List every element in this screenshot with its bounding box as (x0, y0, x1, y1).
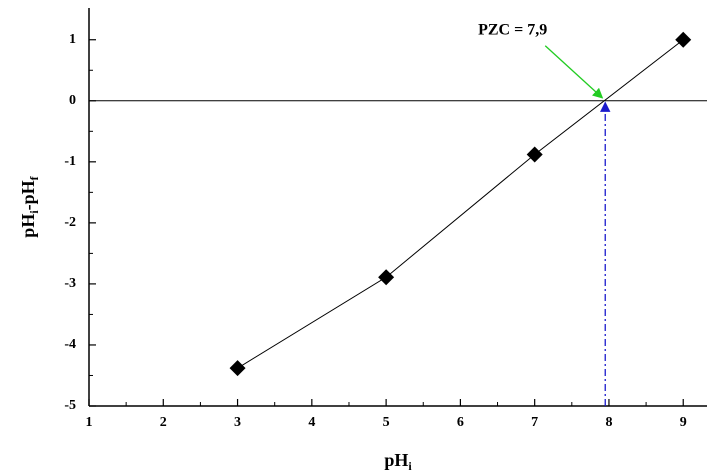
y-label-part: -pH (18, 180, 38, 210)
x-tick-label: 3 (234, 415, 241, 430)
marker (526, 146, 543, 163)
marker (378, 269, 395, 286)
x-tick-label: 5 (383, 415, 390, 430)
plot-area: 1 2 3 4 5 6 7 8 9 -5 -4 -3 -2 -1 0 1 PZC = 7,9 (64, 8, 707, 430)
x-tick-label: 4 (308, 415, 315, 430)
y-label-part: pH (18, 214, 38, 238)
y-tick-label: -5 (64, 398, 76, 413)
x-tick-label: 7 (531, 415, 538, 430)
y-axis-label: pHi-pHf (18, 175, 41, 237)
marker (675, 31, 692, 48)
annotation: PZC = 7,9 (478, 21, 547, 38)
x-label-part: pH (384, 450, 408, 470)
y-tick-label: -3 (64, 276, 76, 291)
y-label-sub: i (27, 210, 41, 214)
y-tick-label: -4 (64, 337, 76, 352)
y-tick-label: -1 (64, 154, 76, 169)
x-label-sub: i (408, 459, 412, 473)
x-tick-label: 2 (160, 415, 167, 430)
series-line (237, 39, 684, 369)
x-tick-label: 8 (605, 415, 612, 430)
x-tick-label: 1 (86, 415, 93, 430)
y-tick-label: -2 (64, 215, 76, 230)
y-tick-label: 1 (69, 32, 76, 47)
y-label-sub: f (27, 175, 41, 180)
x-tick-label: 9 (680, 415, 687, 430)
marker (229, 360, 246, 377)
pzc-arrow (544, 45, 604, 99)
x-tick-label: 6 (457, 415, 464, 430)
y-tick-label: 0 (69, 93, 76, 108)
x-axis-label: pHi (384, 450, 412, 473)
